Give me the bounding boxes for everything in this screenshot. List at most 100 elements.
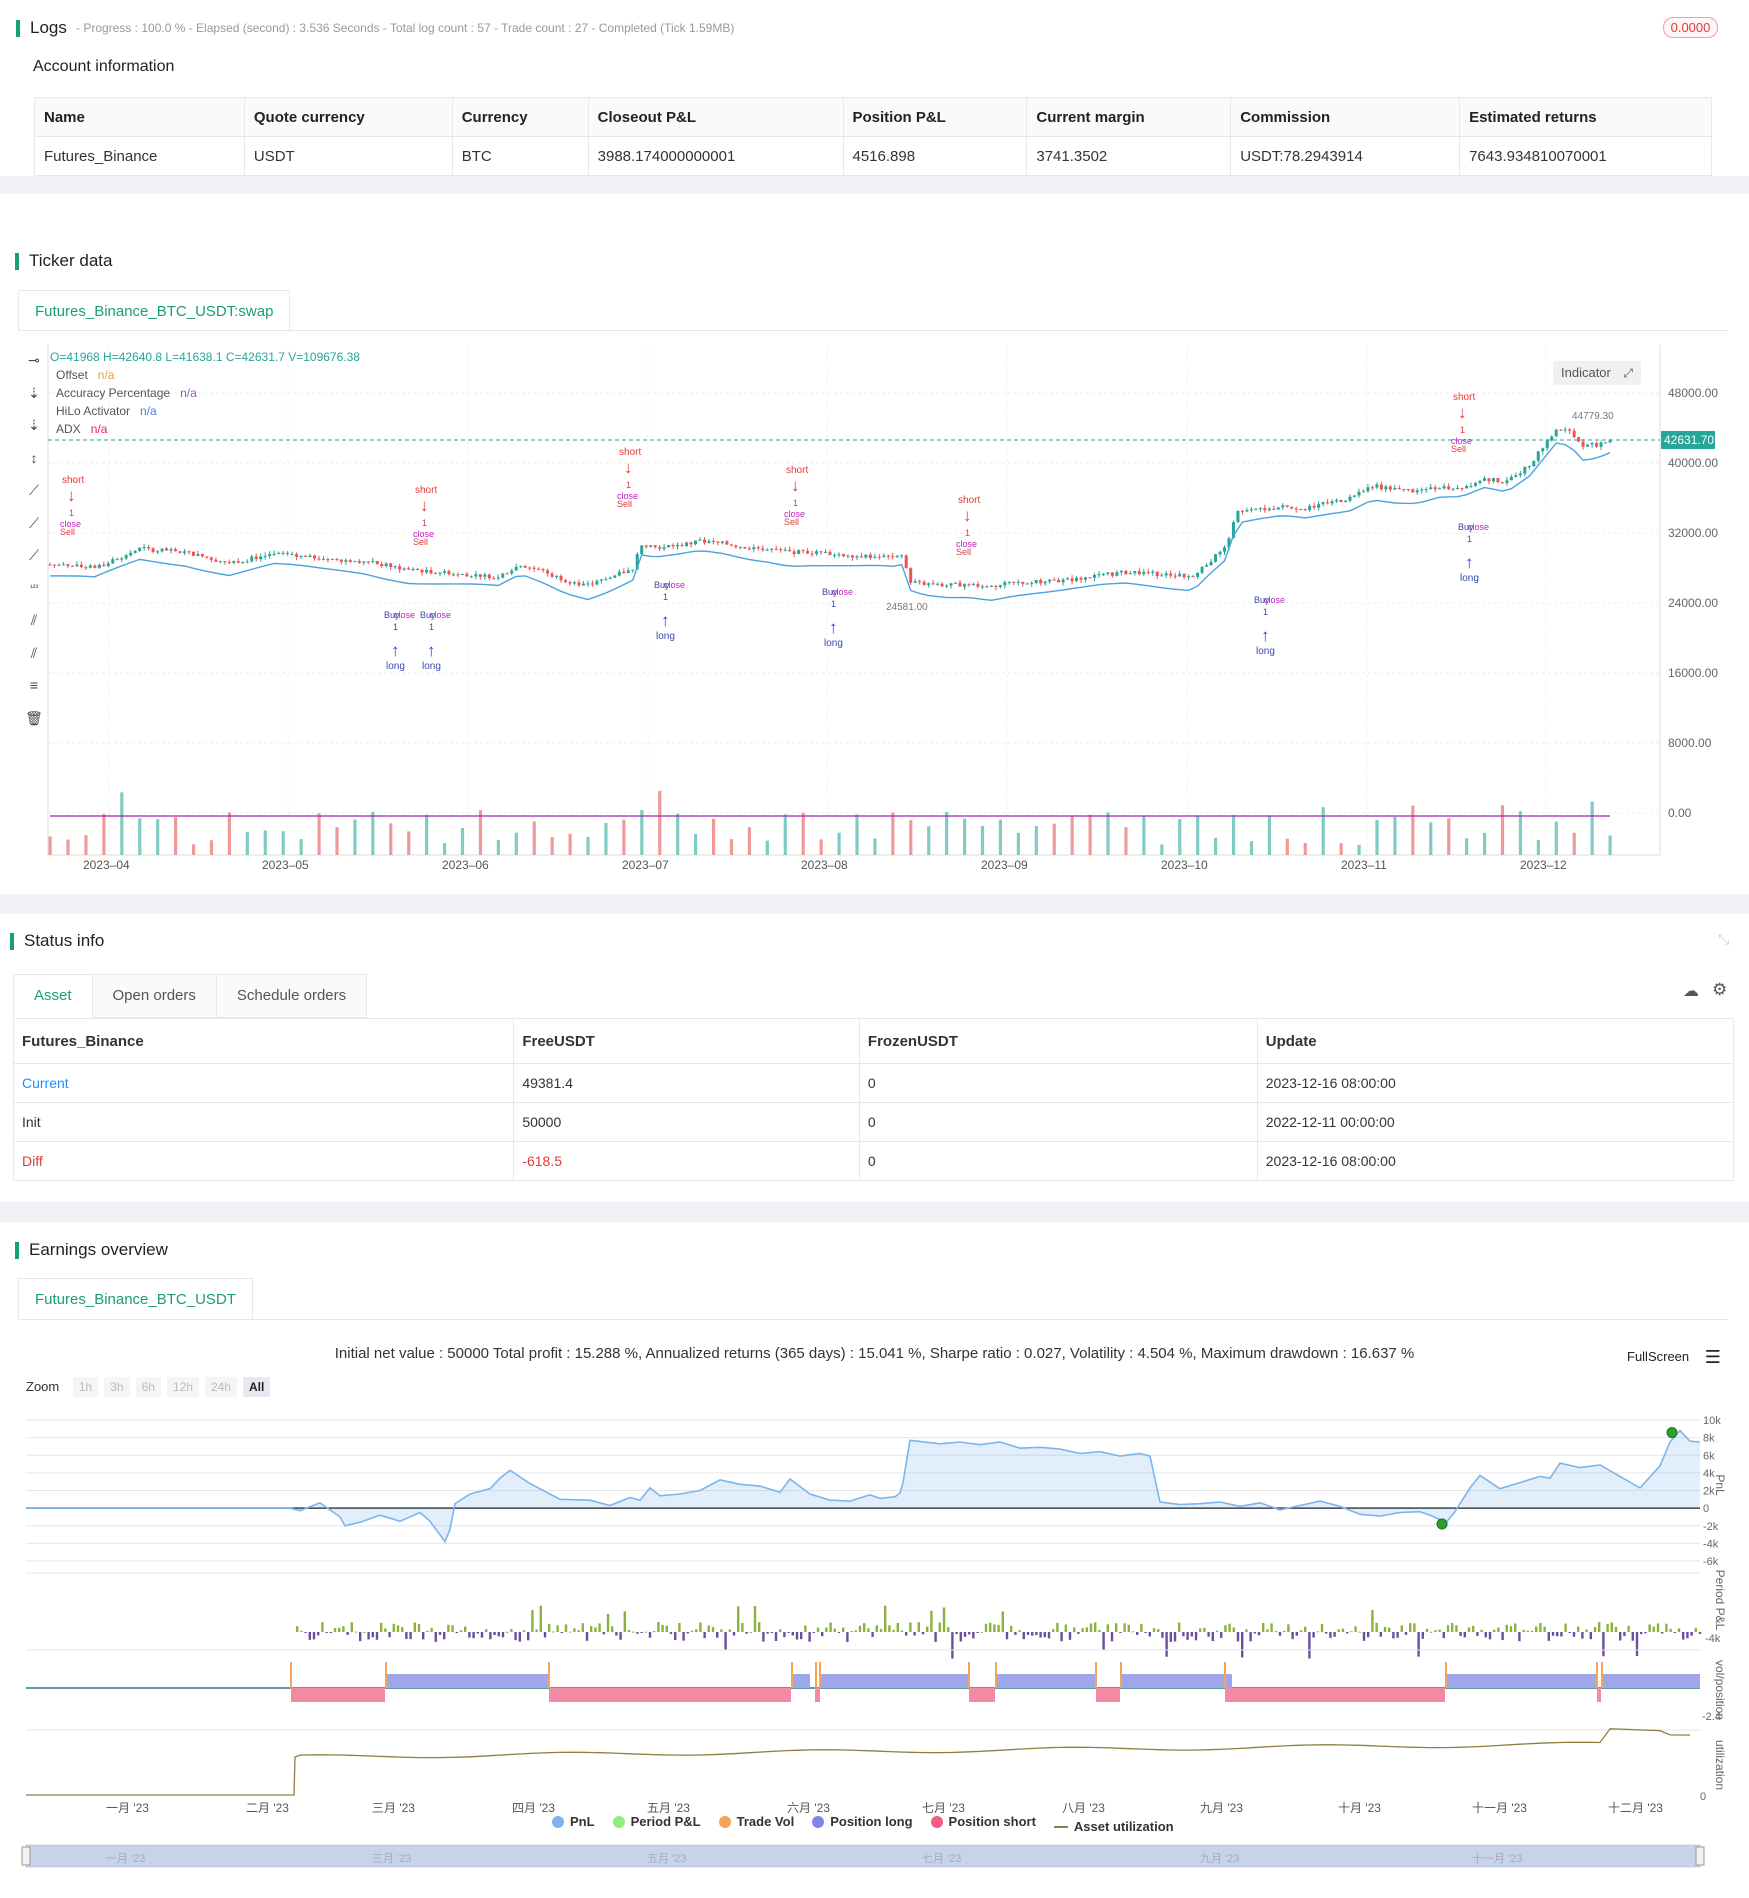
period-pnl-bar — [1518, 1632, 1521, 1642]
period-pnl-bar — [1308, 1632, 1311, 1659]
account-cell-4: 4516.898 — [842, 136, 1028, 176]
period-pnl-bar — [1094, 1622, 1097, 1632]
navigator-month-label: 七月 '23 — [922, 1852, 961, 1865]
legend-item-0[interactable]: PnL — [552, 1814, 595, 1829]
tab-open-orders[interactable]: Open orders — [91, 974, 217, 1018]
candle-body — [393, 566, 397, 568]
candle-body — [1595, 443, 1599, 447]
tab-asset[interactable]: Asset — [13, 974, 93, 1018]
period-pnl-bar — [1140, 1623, 1143, 1632]
candle-body — [1411, 489, 1415, 493]
volume-bar — [747, 827, 752, 855]
volume-bar — [909, 820, 913, 855]
collapse-icon[interactable]: ⤡ — [1718, 931, 1730, 947]
legend-item-3[interactable]: Position long — [812, 1814, 913, 1829]
candle-body — [510, 570, 514, 574]
zoom-12h[interactable]: 12h — [166, 1377, 199, 1397]
signal-qty: 1 — [1263, 607, 1268, 617]
period-pnl-bar — [459, 1630, 463, 1632]
legend-item-5[interactable]: Asset utilization — [1053, 1819, 1174, 1834]
period-pnl-bar — [1010, 1625, 1013, 1632]
period-pnl-bar — [669, 1632, 673, 1634]
time-tick-label: 2023–06 — [442, 858, 489, 872]
zoom-24h[interactable]: 24h — [204, 1377, 237, 1397]
gear-icon[interactable]: ⚙ — [1712, 980, 1728, 999]
ray-icon[interactable]: ⇣ — [28, 417, 40, 433]
zoom-1h[interactable]: 1h — [72, 1377, 99, 1397]
candle-body — [1016, 581, 1020, 583]
range-icon[interactable]: ↕ — [30, 449, 38, 466]
earnings-card — [0, 1222, 1749, 1898]
trash-icon[interactable]: 🗑 — [25, 709, 43, 726]
navigator-handle-right[interactable] — [1695, 1846, 1705, 1866]
volume-bar — [1106, 812, 1110, 855]
candle-body — [97, 564, 101, 568]
period-pnl-bar — [1417, 1632, 1420, 1657]
candle-body — [115, 559, 119, 561]
legend-item-1[interactable]: Period P&L — [612, 1814, 701, 1829]
indicator-name: HiLo Activator — [56, 404, 131, 418]
candle-body — [725, 541, 729, 545]
earnings-chart[interactable]: 10k 8k 6k 4k 2k 0 -2k -4k -6k -4k -2.4 0 PnL Period P… — [0, 1406, 1749, 1876]
candle-body — [613, 575, 617, 578]
volume-bar — [1482, 832, 1487, 855]
period-pnl-bar — [741, 1622, 744, 1632]
price-tick-label: 8000.00 — [1668, 736, 1712, 750]
zoom-3h[interactable]: 3h — [104, 1377, 130, 1397]
period-pnl-bar — [1665, 1623, 1668, 1632]
period-pnl-bar — [527, 1632, 530, 1641]
vertical-arrow-icon[interactable]: ⇣ — [28, 384, 40, 401]
price-tick-label: 24000.00 — [1668, 596, 1718, 610]
trend-line-icon[interactable]: ⟋ — [29, 482, 39, 498]
period-pnl-bar — [480, 1632, 484, 1638]
candle-body — [541, 569, 545, 571]
period-pnl-bar — [640, 1632, 643, 1633]
buy-signal-label: Buy — [384, 610, 400, 620]
navigator-handle-left[interactable] — [21, 1846, 31, 1866]
candle-body — [1240, 510, 1244, 512]
horizontal-line-icon[interactable]: ⊸ — [28, 352, 40, 368]
menu-icon[interactable]: ☰ — [1704, 1347, 1721, 1367]
sell-signal-label: Sell — [413, 537, 428, 547]
ticker-chart[interactable]: 48000.00 40000.00 32000.00 24000.00 16000.00… — [0, 332, 1749, 892]
count-icon[interactable]: ¹²³ — [30, 582, 38, 592]
period-pnl-bar — [892, 1629, 895, 1632]
segment-icon[interactable]: ⟋ — [29, 514, 39, 531]
period-pnl-bar — [1698, 1632, 1702, 1634]
tab-schedule-orders[interactable]: Schedule orders — [215, 974, 368, 1018]
indicator-button[interactable]: Indicator ⤢ — [1553, 361, 1641, 385]
fib-channel-icon[interactable]: ⫽ — [30, 644, 38, 661]
volume-bar — [425, 814, 429, 855]
legend-item-2[interactable]: Trade Vol — [718, 1814, 794, 1829]
short-signal-label: short — [62, 475, 84, 486]
zoom-all[interactable]: All — [243, 1377, 271, 1397]
close-signal-label: close — [664, 580, 685, 590]
candle-body — [864, 554, 868, 558]
period-pnl-bar — [1388, 1627, 1391, 1632]
period-pnl-bar — [724, 1632, 727, 1651]
period-pnl-bar — [1052, 1629, 1055, 1632]
signal-qty: 1 — [429, 622, 434, 632]
period-pnl-bar — [1652, 1626, 1655, 1632]
fib-levels-icon[interactable]: ≡ — [29, 677, 39, 693]
ticker-tab[interactable]: Futures_Binance_BTC_USDT:swap — [18, 290, 291, 332]
cloud-download-icon[interactable]: ☁ — [1683, 983, 1699, 1000]
navigator-selection[interactable] — [26, 1845, 1700, 1867]
fullscreen-button[interactable]: FullScreen ☰ — [1627, 1347, 1721, 1368]
candle-body — [519, 566, 523, 568]
candle-body — [425, 570, 429, 573]
candle-body — [1366, 487, 1370, 492]
candle-body — [1581, 441, 1585, 447]
legend-item-4[interactable]: Position short — [930, 1814, 1036, 1829]
zoom-6h[interactable]: 6h — [135, 1377, 161, 1397]
period-pnl-bar — [1173, 1632, 1177, 1642]
candle-body — [572, 582, 576, 584]
candle-body — [357, 560, 361, 563]
candle-body — [1402, 489, 1406, 491]
parallel-channel-icon[interactable]: ⫽ — [30, 612, 38, 628]
period-pnl-bar — [795, 1632, 799, 1640]
extended-line-icon[interactable]: ⟋ — [29, 547, 39, 563]
logs-badge[interactable]: 0.0000 — [1663, 17, 1718, 38]
period-pnl-bar — [514, 1632, 517, 1641]
earnings-tab[interactable]: Futures_Binance_BTC_USDT — [18, 1278, 253, 1320]
